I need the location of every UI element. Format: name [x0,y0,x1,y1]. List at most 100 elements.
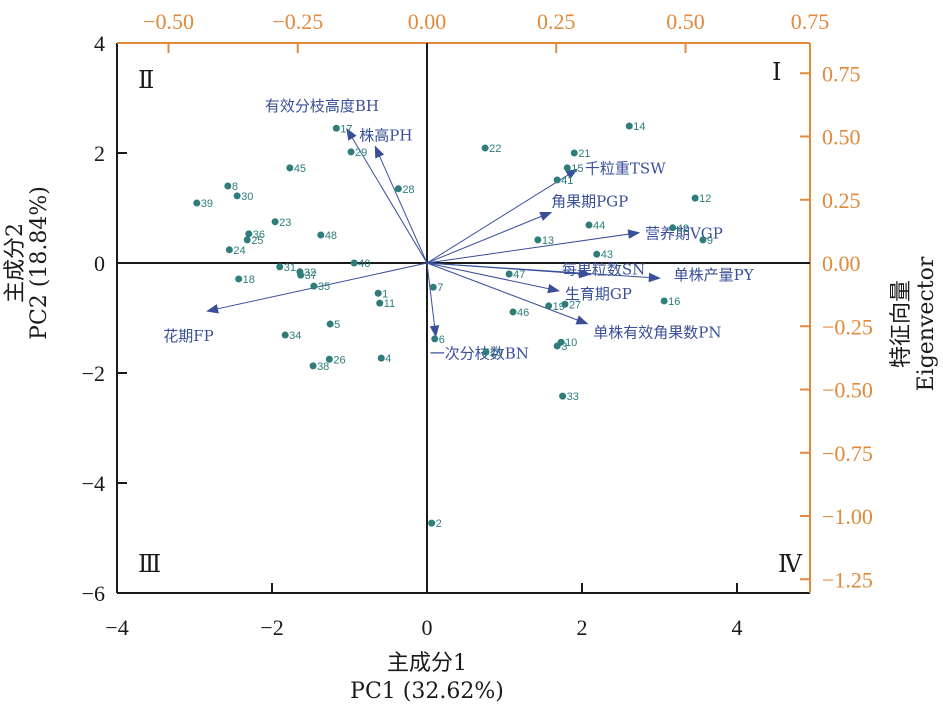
data-point-label: 28 [402,184,414,196]
x-tick-label: 2 [577,615,588,640]
data-point-label: 23 [279,217,291,229]
data-point-label: 43 [601,249,613,261]
quadrant-label-iv: Ⅳ [778,552,803,578]
y-tick-label: −2 [82,361,105,386]
data-point-label: 29 [355,147,367,159]
x-axis-title-cn: 主成分1 [387,651,467,676]
data-point [374,289,382,297]
x2-tick-label: 0.00 [408,9,447,34]
data-point-label: 16 [668,296,680,308]
labels-layer: 主成分1 PC1 (32.62%) 主成分2 PC2 (18.84%) 特征向量… [3,60,939,704]
y2-tick-label: 0.00 [822,251,861,276]
data-point-label: 39 [201,198,213,210]
y2-tick-label: −1.25 [822,567,873,592]
x-tick-label: 4 [732,615,743,640]
x2-tick-label: −0.25 [272,9,323,34]
data-point-label: 41 [561,175,573,187]
data-point [233,192,241,200]
data-point [376,299,384,307]
y-axis-title-cn: 主成分2 [3,223,28,303]
data-point [585,221,593,229]
x-tick-label: 0 [422,615,433,640]
y-tick-label: 2 [94,141,105,166]
data-point-label: 46 [517,307,529,319]
data-point [699,236,707,244]
x-tick-label: −4 [105,615,128,640]
data-point-label: 21 [578,148,590,160]
y-tick-label: 4 [94,31,105,56]
data-point [429,283,437,291]
data-point [559,392,567,400]
data-point [482,348,490,356]
y2-axis-title: Eigenvector [914,256,939,391]
y2-axis-title-cn: 特征向量 [889,280,914,368]
data-point [593,250,601,258]
y-axis-title: PC2 (18.84%) [27,186,52,340]
quadrant-label-i: Ⅰ [772,60,781,86]
data-point-label: 13 [542,235,554,247]
data-point [350,259,358,267]
eigenvector-label: 株高PH [359,127,412,145]
quadrant-label-ii: Ⅱ [138,68,154,94]
data-point-label: 22 [489,143,501,155]
eigenvector-arrow [426,262,561,294]
data-point [669,224,677,232]
data-point-label: 37 [305,270,317,282]
data-point-label: 8 [232,181,238,193]
eigenvector-label: 有效分枝高度BH [265,97,379,115]
eigenvector-label: 千粒重TSW [585,159,666,177]
eigenvector-label: 花期FP [163,327,214,345]
data-point [193,199,201,207]
data-point [431,335,439,343]
quadrant-label-iii: Ⅲ [138,552,161,578]
data-point-label: 40 [358,258,370,270]
data-point-label: 31 [284,262,296,274]
data-point-label: 14 [633,121,645,133]
data-point-label: 48 [325,230,337,242]
data-point [225,246,233,254]
data-point-label: 5 [334,319,340,331]
eigenvector-arrow [426,262,440,338]
data-point [625,122,633,130]
data-point-label: 17 [340,123,352,135]
eigenvector-label: 一次分枝数BN [430,344,529,362]
y-tick-label: 0 [94,251,105,276]
data-point [286,164,294,172]
eigenvector-arrow [426,211,553,264]
data-point-label: 32 [304,267,316,279]
y2-tick-label: −0.25 [822,314,873,339]
data-point-label: 10 [565,337,577,349]
data-point-label: 12 [699,193,711,205]
data-point-label: 1 [382,288,388,300]
data-point-label: 30 [241,191,253,203]
x-tick-label: −2 [260,615,283,640]
y2-tick-label: 0.25 [822,188,861,213]
data-point [309,362,317,370]
data-point [347,148,355,156]
data-point-label: 42 [677,223,689,235]
data-point [297,271,305,279]
data-point-label: 38 [317,361,329,373]
data-point-label: 20 [490,347,502,359]
eigenvector-arrow [426,168,578,264]
y2-tick-label: 0.50 [822,125,861,150]
y2-tick-label: −0.75 [822,441,873,466]
y2-tick-label: −0.50 [822,378,873,403]
y2-tick-label: −1.00 [822,504,873,529]
data-point [332,124,340,132]
data-point [561,300,569,308]
eigenvector-arrow [426,262,592,279]
data-point-label: 18 [243,274,255,286]
eigenvector-label: 生育期GP [565,285,632,303]
data-point-label: 25 [251,235,263,247]
data-point-label: 36 [253,229,265,241]
data-point [505,270,513,278]
data-point-label: 45 [294,163,306,175]
data-point [235,275,243,283]
y-tick-label: −4 [82,471,105,496]
eigenvector-arrow [426,262,589,325]
data-point [224,182,232,190]
data-point [534,236,542,244]
data-point-label: 26 [333,354,345,366]
